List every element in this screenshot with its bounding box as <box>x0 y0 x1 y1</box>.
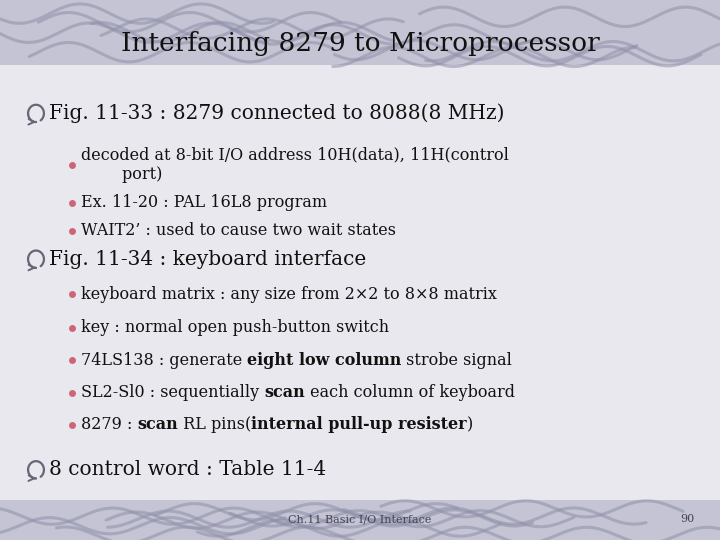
Text: ): ) <box>467 416 473 434</box>
Text: 8279 :: 8279 : <box>81 416 137 434</box>
Text: each column of keyboard: each column of keyboard <box>305 384 515 401</box>
Text: decoded at 8-bit I/O address 10H(data), 11H(control
        port): decoded at 8-bit I/O address 10H(data), … <box>81 146 508 183</box>
Text: scan: scan <box>264 384 305 401</box>
Text: scan: scan <box>137 416 178 434</box>
Text: keyboard matrix : any size from 2×2 to 8×8 matrix: keyboard matrix : any size from 2×2 to 8… <box>81 286 497 303</box>
Text: WAIT2’ : used to cause two wait states: WAIT2’ : used to cause two wait states <box>81 222 396 239</box>
Text: Fig. 11-34 : keyboard interface: Fig. 11-34 : keyboard interface <box>49 249 366 269</box>
Text: eight low column: eight low column <box>247 352 401 369</box>
Text: 90: 90 <box>680 515 695 524</box>
Bar <box>0 500 720 540</box>
Text: RL pins(: RL pins( <box>178 416 251 434</box>
Bar <box>0 0 720 65</box>
Text: Fig. 11-33 : 8279 connected to 8088(8 MHz): Fig. 11-33 : 8279 connected to 8088(8 MH… <box>49 104 505 123</box>
Text: internal pull-up resister: internal pull-up resister <box>251 416 467 434</box>
Text: SL2-Sl0 : sequentially: SL2-Sl0 : sequentially <box>81 384 264 401</box>
Text: key : normal open push-button switch: key : normal open push-button switch <box>81 319 389 336</box>
Text: Interfacing 8279 to Microprocessor: Interfacing 8279 to Microprocessor <box>121 31 599 56</box>
Text: strobe signal: strobe signal <box>401 352 512 369</box>
Text: Ex. 11-20 : PAL 16L8 program: Ex. 11-20 : PAL 16L8 program <box>81 194 327 211</box>
Text: 74LS138 : generate: 74LS138 : generate <box>81 352 247 369</box>
Text: 8 control word : Table 11-4: 8 control word : Table 11-4 <box>49 460 326 480</box>
Text: Ch.11 Basic I/O Interface: Ch.11 Basic I/O Interface <box>288 515 432 524</box>
